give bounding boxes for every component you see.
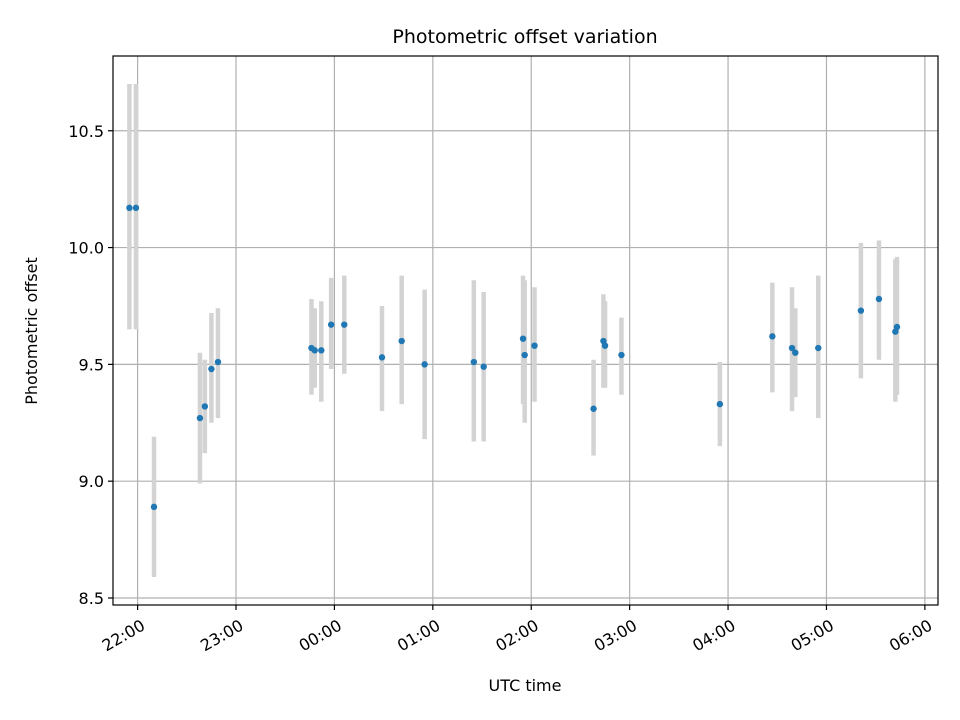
data-point — [716, 400, 724, 408]
data-point — [601, 342, 609, 349]
grid-layer — [113, 56, 938, 605]
data-point — [208, 365, 215, 373]
y-tick-label: 9.0 — [79, 472, 104, 491]
data-point — [126, 204, 133, 212]
data-point — [398, 337, 405, 345]
y-axis: 8.5 9.0 9.5 10.0 10.5 — [68, 122, 113, 608]
chart-title: Photometric offset variation — [392, 26, 657, 48]
x-axis-label: UTC time — [489, 676, 562, 695]
data-point — [378, 354, 386, 361]
y-axis-label: Photometric offset — [22, 257, 41, 405]
data-point — [196, 414, 204, 422]
data-point — [318, 347, 325, 354]
point-layer — [126, 204, 901, 511]
data-point — [815, 344, 822, 352]
data-point — [531, 342, 538, 349]
data-point — [618, 351, 625, 359]
data-point — [788, 344, 796, 352]
data-point — [341, 321, 348, 328]
data-point — [769, 333, 776, 340]
data-point — [214, 358, 222, 366]
data-point — [521, 351, 528, 359]
data-point — [590, 405, 597, 412]
data-point — [201, 403, 209, 410]
data-point — [480, 363, 487, 370]
data-point — [132, 204, 140, 212]
y-tick-label: 9.5 — [79, 355, 104, 374]
data-point — [875, 295, 883, 303]
data-point — [893, 323, 901, 331]
plot-frame — [112, 55, 939, 606]
data-point — [311, 347, 318, 354]
data-point — [421, 361, 428, 368]
y-tick-label: 10.0 — [68, 239, 104, 258]
data-point — [327, 321, 335, 328]
y-tick-label: 8.5 — [79, 589, 104, 608]
data-point — [519, 335, 527, 342]
data-point — [470, 358, 478, 366]
y-tick-label: 10.5 — [68, 122, 104, 141]
data-point — [857, 307, 865, 314]
data-point — [150, 503, 158, 511]
data-point — [792, 349, 799, 356]
